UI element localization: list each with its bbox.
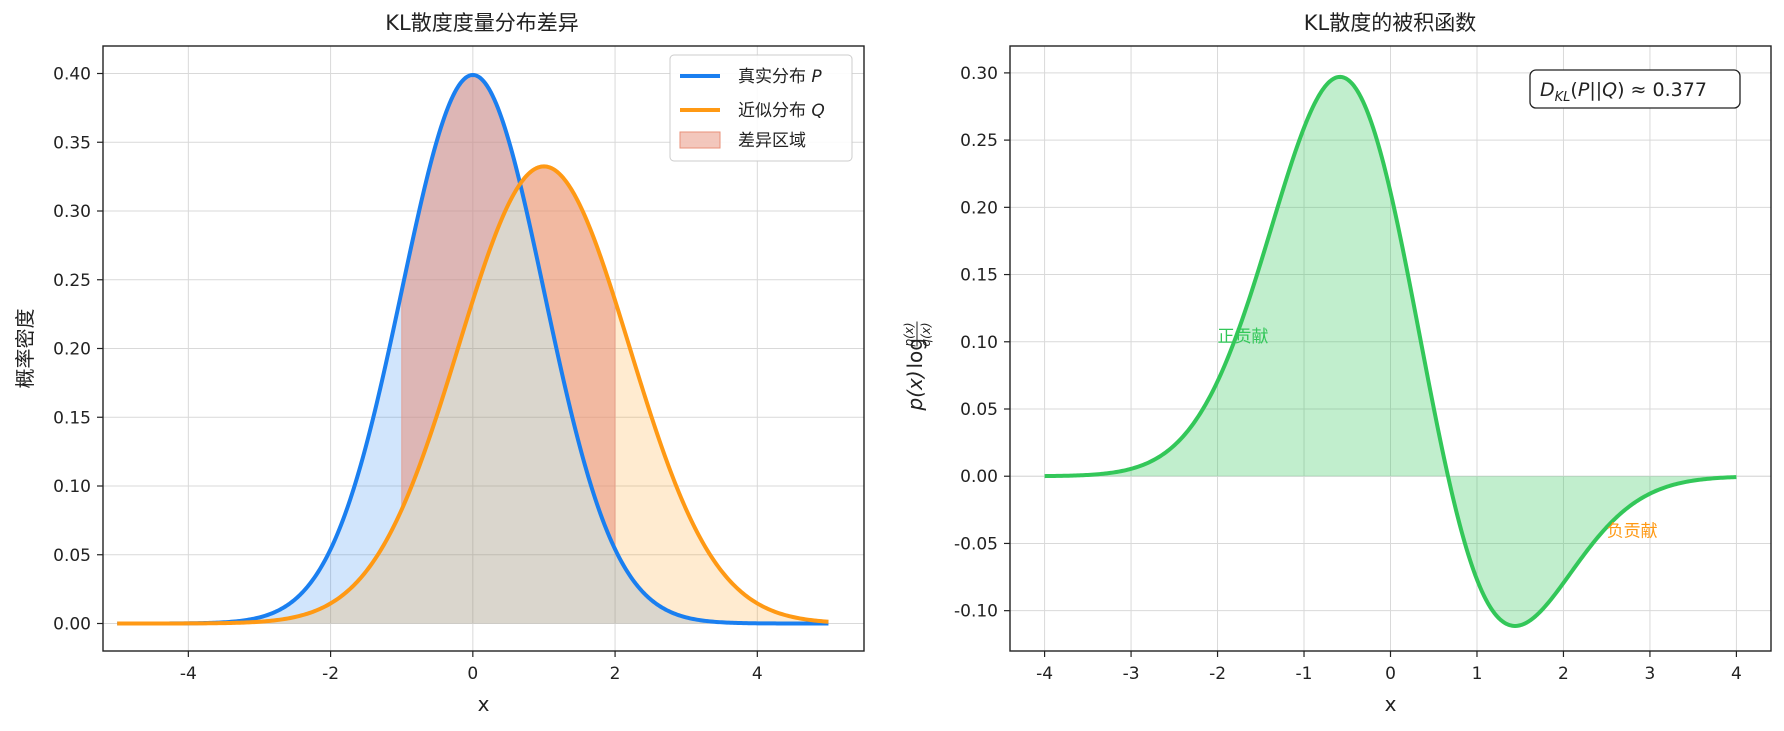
y-tick-label: 0.30	[960, 64, 998, 84]
y-tick-label: 0.00	[53, 615, 91, 635]
x-tick-label: -4	[180, 664, 197, 684]
left-chart-title: KL散度度量分布差异	[385, 11, 578, 35]
x-tick-label: 2	[610, 664, 621, 684]
legend-label-p: 真实分布 P	[738, 67, 822, 87]
svg-text:p(x): p(x)	[902, 322, 916, 347]
left-chart: KL散度度量分布差异 -4 -2 0 2 4 0.000.050.100.150.200…	[13, 11, 865, 716]
negative-contribution-label: 负贡献	[1607, 522, 1658, 542]
integrand-area	[1044, 76, 1737, 626]
legend-label-q: 近似分布 Q	[738, 101, 825, 121]
line-q	[117, 164, 829, 626]
right-chart-title: KL散度的被积函数	[1304, 11, 1476, 35]
y-tick-label: 0.10	[53, 477, 91, 497]
positive-contribution-label: 正贡献	[1218, 327, 1269, 347]
right-chart-x-ticks: -4 -3 -2 -1 0 1 2 3 4	[1036, 651, 1742, 684]
left-chart-legend: 真实分布 P 近似分布 Q 差异区域	[669, 54, 853, 162]
x-tick-label: -3	[1123, 664, 1140, 684]
legend-label-diff: 差异区域	[738, 131, 806, 151]
right-chart-y-label: p(x) log p(x) q(x)	[902, 321, 933, 412]
x-tick-label: 0	[1385, 664, 1396, 684]
y-tick-label: 0.35	[53, 133, 91, 153]
right-chart-grid	[1010, 46, 1771, 651]
y-tick-label: 0.05	[960, 400, 998, 420]
right-chart-fills	[1044, 76, 1737, 626]
x-tick-label: 2	[1558, 664, 1569, 684]
right-chart-y-ticks: -0.10 -0.05 0.00 0.05 0.10 0.15 0.20 0.25 0.30	[954, 64, 1010, 622]
y-tick-label: 0.05	[53, 546, 91, 566]
x-tick-label: 3	[1645, 664, 1656, 684]
area-p	[117, 74, 829, 624]
left-chart-lines	[117, 72, 829, 626]
x-tick-label: -2	[322, 664, 339, 684]
right-chart-x-label: x	[1385, 692, 1397, 716]
svg-text:DKL(P||Q) ≈ 0.377: DKL(P||Q) ≈ 0.377	[1540, 79, 1707, 105]
left-chart-y-ticks: 0.00 0.05 0.10 0.15 0.20 0.25 0.30 0.35 0.40	[53, 65, 103, 635]
x-tick-label: 4	[752, 664, 763, 684]
integrand-line	[1044, 74, 1737, 628]
left-chart-x-ticks: -4 -2 0 2 4	[180, 651, 763, 684]
right-chart: KL散度的被积函数 -4 -3 -2 -1 0 1 2 3 4 -0.10 -0.05 0.00 0.…	[902, 11, 1772, 716]
x-tick-label: 0	[467, 664, 478, 684]
y-tick-label: 0.15	[960, 266, 998, 286]
right-chart-lines	[1044, 74, 1737, 628]
svg-text:p(x): p(x)	[903, 370, 927, 411]
y-tick-label: 0.10	[960, 333, 998, 353]
left-chart-y-label: 概率密度	[13, 309, 37, 389]
y-tick-label: 0.30	[53, 202, 91, 222]
y-tick-label: -0.05	[954, 534, 998, 554]
x-tick-label: -2	[1209, 664, 1226, 684]
x-tick-label: 4	[1731, 664, 1742, 684]
y-tick-label: 0.15	[53, 408, 91, 428]
y-tick-label: 0.25	[960, 131, 998, 151]
y-tick-label: 0.40	[53, 65, 91, 85]
area-q	[117, 166, 829, 624]
x-tick-label: 1	[1472, 664, 1483, 684]
y-tick-label: -0.10	[954, 602, 998, 622]
y-tick-label: 0.20	[960, 198, 998, 218]
y-tick-label: 0.20	[53, 340, 91, 360]
kl-value-annotation: DKL(P||Q) ≈ 0.377	[1529, 69, 1741, 109]
y-tick-label: 0.25	[53, 271, 91, 291]
y-tick-label: 0.00	[960, 467, 998, 487]
svg-text:q(x): q(x)	[919, 322, 933, 346]
x-tick-label: -1	[1296, 664, 1313, 684]
legend-swatch-diff	[679, 131, 721, 149]
svg-text:log: log	[903, 338, 927, 369]
left-chart-x-label: x	[478, 692, 490, 716]
x-tick-label: -4	[1036, 664, 1053, 684]
